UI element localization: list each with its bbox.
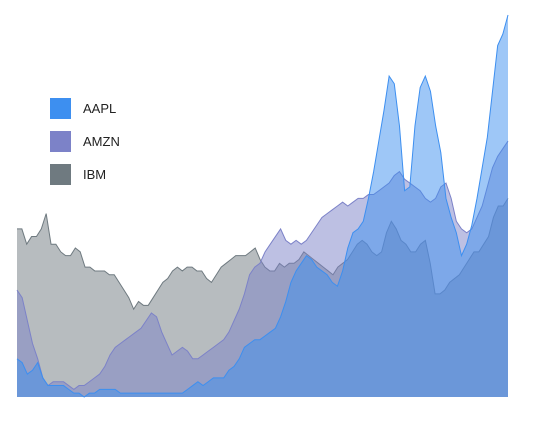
legend-swatch-aapl — [50, 98, 71, 119]
legend-swatch-amzn — [50, 131, 71, 152]
legend-item-amzn[interactable]: AMZN — [50, 125, 120, 158]
chart-areas — [16, 14, 509, 398]
legend-item-ibm[interactable]: IBM — [50, 158, 120, 191]
legend: AAPL AMZN IBM — [50, 92, 120, 191]
legend-label-aapl: AAPL — [83, 101, 117, 116]
legend-swatch-ibm — [50, 164, 71, 185]
legend-item-aapl[interactable]: AAPL — [50, 92, 120, 125]
line-aapl — [16, 14, 509, 398]
legend-label-ibm: IBM — [83, 167, 107, 182]
area-aapl — [17, 15, 508, 397]
legend-label-amzn: AMZN — [83, 134, 120, 149]
